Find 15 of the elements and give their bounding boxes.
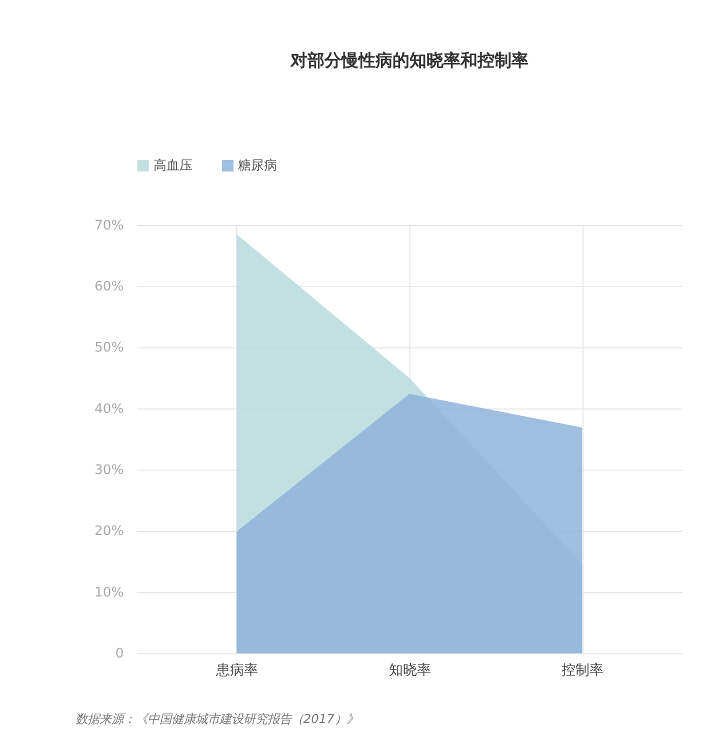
y-tick-label: 30% (94, 462, 124, 478)
y-tick-label: 70% (94, 218, 124, 234)
y-tick-label: 0 (115, 646, 124, 662)
y-tick-label: 20% (94, 524, 124, 540)
y-tick-label: 10% (94, 585, 124, 600)
y-tick-label: 50% (94, 340, 124, 356)
y-tick-label: 40% (94, 402, 124, 417)
y-tick-label: 60% (94, 279, 124, 294)
x-tick-label: 知晓率 (388, 662, 431, 678)
x-tick-label: 患病率 (215, 662, 258, 678)
chart-title: 对部分慢性病的知晓率和控制率 (289, 50, 528, 70)
source-note: 数据来源：《中国健康城市建设研究报告（2017）》 (75, 712, 358, 726)
legend-label: 糖尿病 (238, 158, 278, 174)
legend-label: 高血压 (153, 158, 192, 174)
x-tick-label: 控制率 (562, 662, 604, 678)
